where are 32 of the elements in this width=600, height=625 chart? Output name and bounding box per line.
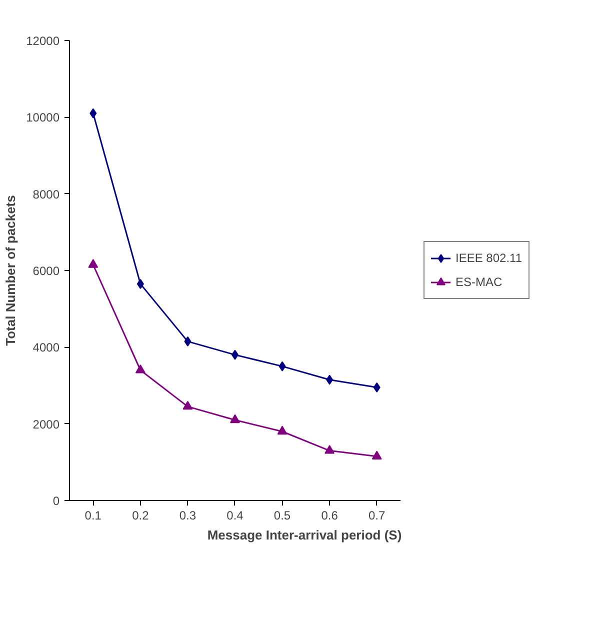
point: [373, 382, 380, 392]
x-tick-label: 0.3: [179, 508, 196, 522]
point: [184, 336, 192, 346]
x-axis-title: Message Inter-arrival period (S): [207, 528, 402, 542]
y-tick-label: 8000: [32, 187, 60, 202]
point: [277, 426, 288, 435]
x-tick-label: 0.1: [84, 508, 102, 522]
x-tick-label: 0.7: [368, 508, 386, 522]
y-tick-label: 10000: [26, 110, 60, 125]
point: [326, 374, 334, 385]
y-tick-label: 2000: [32, 417, 60, 432]
y-tick-label: 4000: [32, 340, 60, 355]
point: [182, 400, 193, 410]
point: [231, 350, 238, 360]
point: [135, 364, 146, 374]
point: [136, 278, 144, 289]
point: [88, 259, 98, 268]
x-tick-label: 0.6: [321, 508, 338, 522]
y-tick-label: 12000: [26, 34, 60, 48]
point: [90, 108, 97, 118]
point: [372, 450, 382, 460]
x-tick-label: 0.4: [226, 508, 244, 522]
point: [324, 444, 335, 454]
y-tick-label: 6000: [32, 264, 60, 278]
x-tick-label: 0.2: [132, 508, 150, 522]
y-axis-title: Total Number of packets: [3, 195, 18, 346]
point: [230, 414, 240, 424]
point: [278, 361, 286, 372]
legend-label: ES-MAC: [456, 275, 502, 289]
x-tick-label: 0.5: [274, 508, 291, 522]
y-tick-label: 0: [52, 494, 60, 508]
legend-label: IEEE 802.11: [456, 251, 522, 265]
